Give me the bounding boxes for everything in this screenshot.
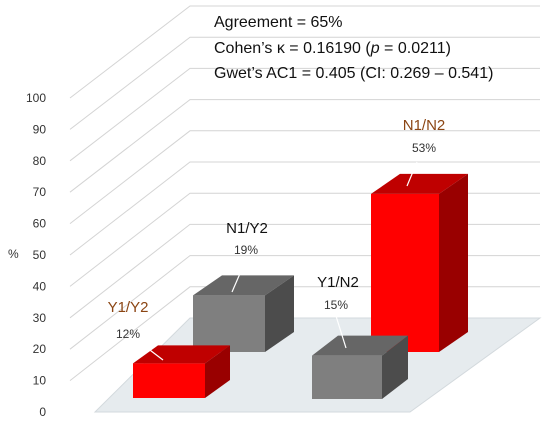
kappa-suffix: = 0.0211) (379, 40, 451, 57)
gwet-stat: Gwet’s AC1 = 0.405 (CI: 0.269 – 0.541) (214, 65, 494, 82)
bars (133, 173, 468, 399)
value-label: 12% (116, 327, 140, 341)
bar-side-face (382, 335, 408, 399)
gridline (69, 5, 540, 99)
y-tick-label: 70 (33, 185, 47, 199)
bar-labels: Y1/Y2 12% N1/Y2 19% Y1/N2 15% N1/N2 53% (108, 117, 446, 361)
category-label: Y1/Y2 (108, 299, 149, 316)
y-tick-label: 30 (33, 311, 47, 325)
y-tick-label: 40 (33, 279, 47, 293)
value-label: 53% (412, 141, 436, 155)
bar-front-face (193, 295, 265, 352)
bar-n1-y2 (193, 275, 294, 352)
y-tick-label: 20 (33, 342, 47, 356)
bar-top-face (133, 345, 230, 364)
y-tick-label: 80 (33, 154, 47, 168)
y-axis-label: % (8, 247, 19, 261)
category-label: N1/Y2 (226, 220, 268, 237)
gridline (69, 99, 540, 193)
bar-y1-n2 (312, 335, 408, 399)
y-tick-label: 90 (33, 122, 47, 136)
bar-side-face (205, 345, 230, 398)
gridline (69, 192, 540, 287)
category-label: Y1/N2 (317, 274, 359, 291)
value-label: 19% (234, 243, 258, 257)
gridline (69, 36, 540, 130)
bar-top-face (193, 275, 294, 296)
value-label: 15% (324, 298, 348, 312)
gridline (69, 130, 540, 224)
y-tick-label: 0 (39, 405, 46, 419)
bar-front-face (312, 355, 382, 399)
kappa-p: p (370, 40, 380, 57)
gridline (69, 161, 540, 256)
category-label: N1/N2 (403, 117, 446, 134)
bar-n1-n2 (371, 173, 468, 352)
bar-side-face (439, 173, 468, 352)
y-tick-label: 50 (33, 248, 47, 262)
bar-front-face (371, 193, 439, 352)
y-tick-label: 60 (33, 217, 47, 231)
bar-side-face (265, 275, 294, 352)
label-leader-line (231, 261, 246, 293)
bar-top-face (371, 173, 468, 194)
bar-top-face (312, 335, 408, 356)
y-tick-label: 10 (33, 374, 47, 388)
kappa-stat: Cohen’s κ = 0.16190 (p = 0.0211) (214, 40, 451, 58)
label-leader-line (141, 343, 164, 361)
y-tick-label: 100 (26, 91, 46, 105)
gridline (69, 67, 540, 162)
kappa-prefix: Cohen’s κ = 0.16190 ( (214, 40, 371, 57)
y-axis-ticks: 0 10 20 30 40 50 60 70 80 90 100 (26, 91, 46, 419)
bar-y1-y2 (133, 345, 230, 398)
agreement-stat: Agreement = 65% (214, 14, 343, 31)
label-leader-line (406, 161, 418, 187)
bar-front-face (133, 363, 205, 398)
label-leader-line (335, 315, 347, 349)
